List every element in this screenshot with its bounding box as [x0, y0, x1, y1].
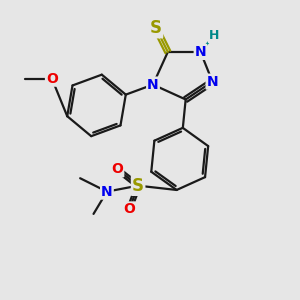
Text: O: O — [46, 72, 58, 86]
Text: N: N — [147, 78, 159, 92]
Text: O: O — [111, 162, 123, 176]
Text: N: N — [195, 45, 206, 59]
Text: S: S — [132, 177, 144, 195]
Text: S: S — [150, 19, 162, 37]
Text: N: N — [101, 184, 113, 199]
Text: N: N — [207, 75, 218, 88]
Text: H: H — [209, 29, 219, 42]
Text: O: O — [123, 202, 135, 216]
